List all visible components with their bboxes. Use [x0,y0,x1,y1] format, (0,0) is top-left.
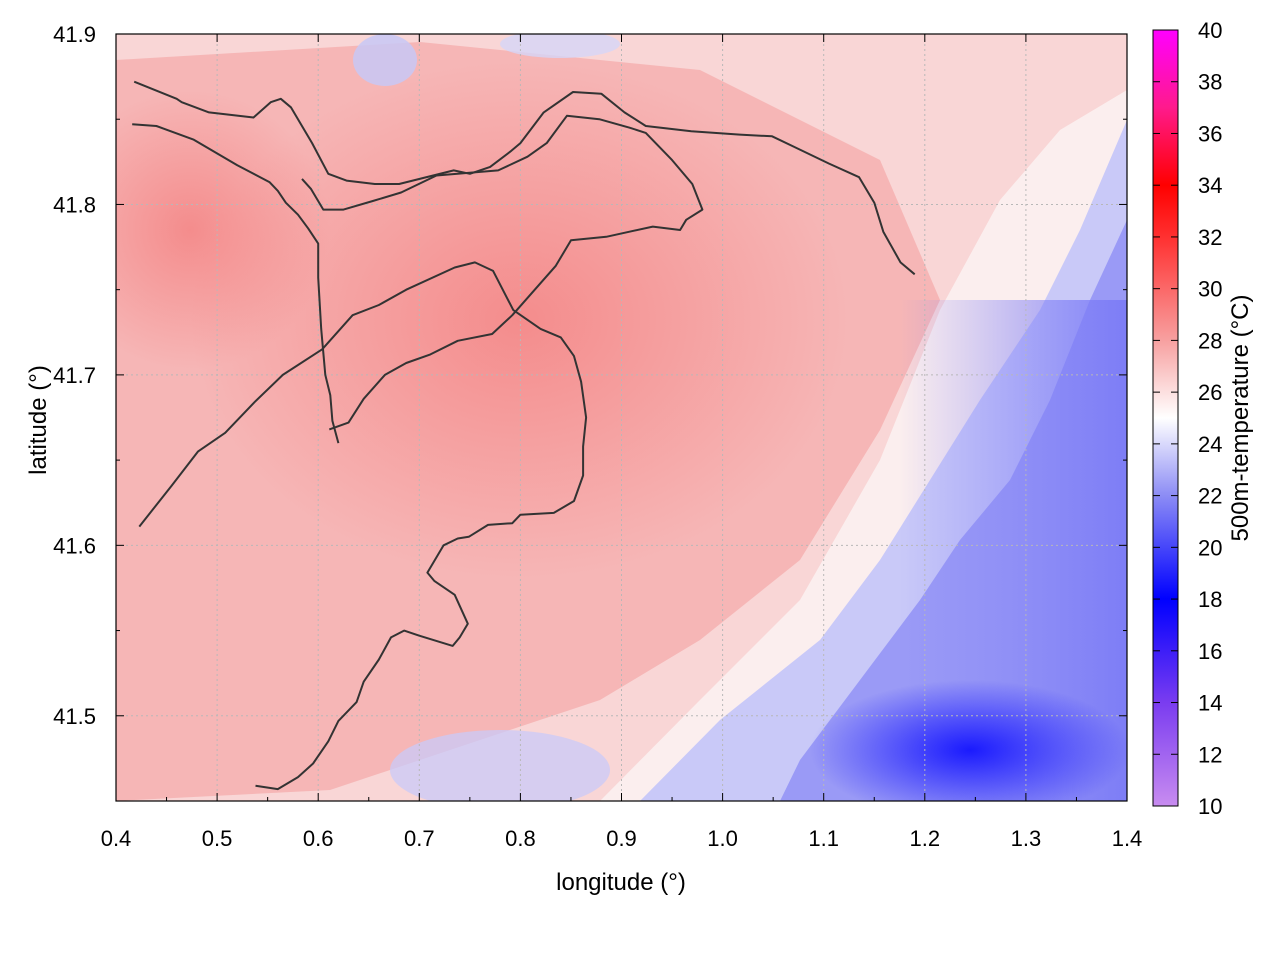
contour-line-1 [133,80,916,276]
cold-core [810,680,1127,801]
x-tick-label: 1.1 [808,826,839,851]
x-tick-label: 0.4 [101,826,132,851]
cold-patch-south [390,730,610,801]
colorbar-ticks [1153,29,1178,807]
colorbar-tick-label: 22 [1198,484,1222,509]
y-tick-label: 41.7 [53,363,96,388]
colorbar-gradient [1152,29,1179,807]
y-tick-labels: 41.5 41.6 41.7 41.8 41.9 [53,22,96,729]
contour-lines [132,80,916,791]
x-tick-label: 1.0 [707,826,738,851]
colorbar-tick-label: 24 [1198,432,1222,457]
x-axis-label: longitude (°) [556,869,686,896]
colorbar-tick-label: 40 [1198,18,1222,43]
x-tick-label: 1.4 [1112,826,1143,851]
x-tick-label: 1.3 [1011,826,1042,851]
x-tick-label: 0.6 [303,826,334,851]
x-tick-label: 0.9 [606,826,637,851]
x-tick-label: 1.2 [910,826,941,851]
colorbar-tick-labels: 10 12 14 16 18 20 22 24 26 28 30 32 34 36 38 40 [1198,18,1222,819]
x-tick-labels: 0.4 0.5 0.6 0.7 0.8 0.9 1.0 1.1 1.2 1.3 1.4 [101,826,1143,851]
colorbar-tick-label: 10 [1198,794,1222,819]
contour-line-3 [301,114,704,431]
x-tick-label: 0.5 [202,826,233,851]
x-tick-label: 0.7 [404,826,435,851]
cold-patch-top [500,34,620,58]
grid-lines [116,34,1127,801]
cold-patch-north [353,34,417,86]
colorbar-tick-label: 18 [1198,587,1222,612]
y-tick-label: 41.6 [53,533,96,558]
colorbar-tick-label: 36 [1198,121,1222,146]
y-tick-label: 41.9 [53,22,96,47]
colorbar-tick-label: 34 [1198,173,1222,198]
y-tick-label: 41.8 [53,192,96,217]
y-axis-label: latitude (°) [25,365,52,475]
hot-core-west [116,90,330,370]
colorbar-tick-label: 16 [1198,639,1222,664]
colorbar-label: 500m-temperature (°C) [1227,294,1254,541]
colorbar-tick-label: 38 [1198,70,1222,95]
plot-frame [115,33,1128,802]
colorbar: 10 12 14 16 18 20 22 24 26 28 30 32 34 36 38 40 500m-te… [1152,18,1254,819]
x-tick-label: 0.8 [505,826,536,851]
contour-line-4 [138,261,588,791]
colorbar-tick-label: 30 [1198,277,1222,302]
colorbar-tick-label: 20 [1198,535,1222,560]
colorbar-tick-label: 28 [1198,328,1222,353]
colorbar-tick-label: 14 [1198,691,1222,716]
colorbar-tick-label: 32 [1198,225,1222,250]
colorbar-tick-label: 26 [1198,380,1222,405]
y-tick-label: 41.5 [53,704,96,729]
colorbar-tick-label: 12 [1198,742,1222,767]
heatmap-field [116,34,1127,801]
contour-line-2 [132,123,340,444]
